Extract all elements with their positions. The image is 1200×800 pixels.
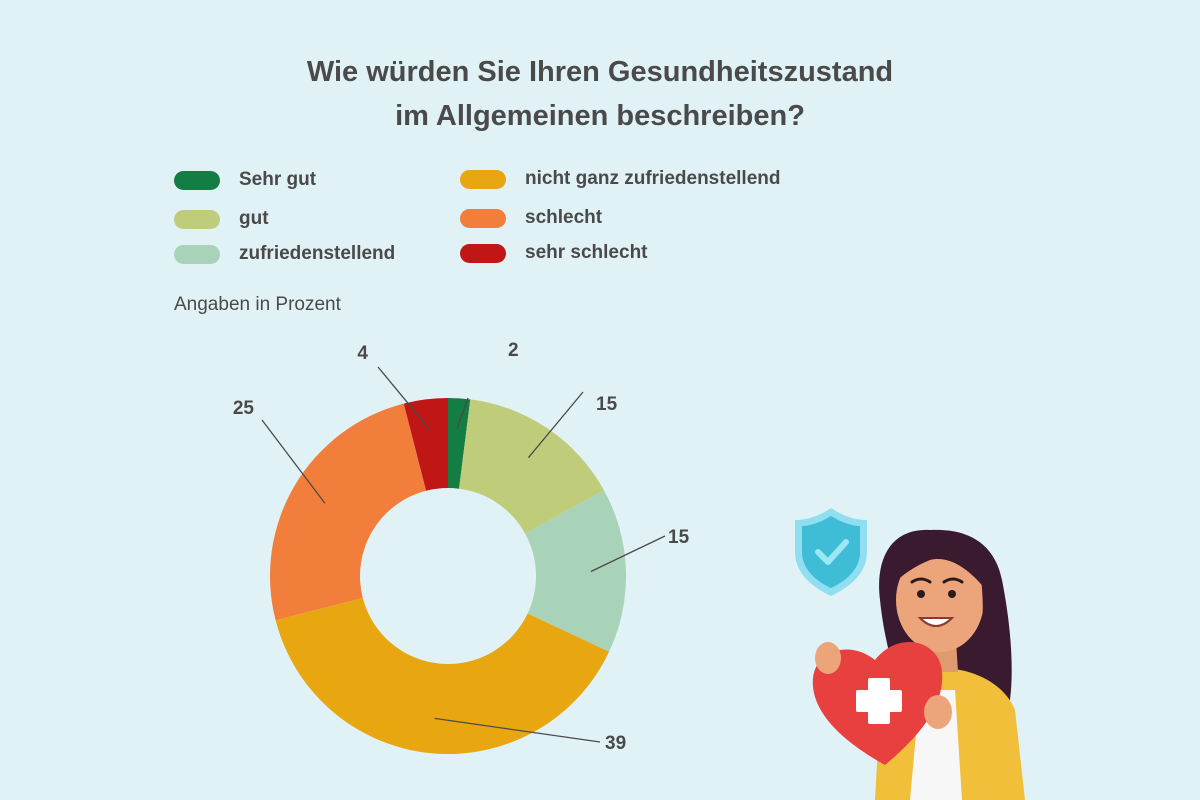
leader-lines	[261, 366, 666, 743]
legend-swatch	[460, 169, 506, 189]
legend-swatch	[174, 170, 220, 190]
legend-item-sehr-gut: Sehr gut	[174, 167, 316, 193]
donut-slice-gut	[459, 399, 604, 534]
legend-item-schlecht: schlecht	[460, 205, 602, 231]
legend-label: gut	[239, 208, 269, 229]
data-label-zufriedenstellend: 15	[668, 527, 690, 548]
data-label-sehr-schlecht: 4	[357, 343, 368, 364]
data-label-schlecht: 25	[233, 398, 255, 419]
legend-label: schlecht	[525, 207, 603, 228]
legend-swatch	[174, 244, 220, 264]
chart-subtitle: Angaben in Prozent	[174, 294, 341, 315]
leader-line-nicht-ganz-zufriedenstellend	[434, 717, 601, 743]
legend-swatch	[174, 209, 220, 229]
donut-slice-schlecht	[270, 403, 427, 621]
data-label-gut: 15	[596, 394, 618, 415]
legend-swatch	[460, 243, 506, 263]
legend-label: Sehr gut	[239, 169, 317, 190]
donut-slice-zufriedenstellend	[525, 490, 626, 652]
leader-line-sehr-schlecht	[377, 366, 430, 430]
legend-label: sehr schlecht	[525, 242, 648, 263]
data-labels: 2 15 15 39 25 4	[233, 340, 690, 754]
legend-item-gut: gut	[174, 206, 269, 232]
leader-line-zufriedenstellend	[590, 535, 666, 573]
chart-title: Wie würden Sie Ihren Gesundheitszustand …	[0, 50, 1200, 138]
donut-slices	[270, 398, 626, 754]
leader-line-sehr-gut	[456, 397, 469, 429]
data-label-sehr-gut: 2	[508, 340, 519, 361]
donut-slice-nicht-ganz-zufriedenstellend	[275, 597, 610, 754]
data-label-nicht-ganz-zufriedenstellend: 39	[605, 733, 626, 754]
legend-item-nicht-ganz-zufriedenstellend: nicht ganz zufriedenstellend	[460, 166, 780, 192]
legend-item-zufriedenstellend: zufriedenstellend	[174, 241, 395, 267]
woman-holding-heart-icon	[795, 508, 1025, 800]
donut-slice-sehr-schlecht	[403, 398, 448, 491]
shield-check-icon	[795, 508, 867, 596]
leader-line-schlecht	[261, 419, 326, 504]
legend-label: zufriedenstellend	[239, 243, 396, 264]
legend-label: nicht ganz zufriedenstellend	[525, 168, 781, 189]
legend-item-sehr-schlecht: sehr schlecht	[460, 240, 648, 266]
legend-swatch	[460, 208, 506, 228]
leader-line-gut	[527, 391, 584, 459]
chart-title-line-2: im Allgemeinen beschreiben?	[395, 100, 805, 132]
donut-slice-sehr-gut	[448, 398, 471, 489]
chart-title-line-1: Wie würden Sie Ihren Gesundheitszustand	[306, 56, 894, 88]
